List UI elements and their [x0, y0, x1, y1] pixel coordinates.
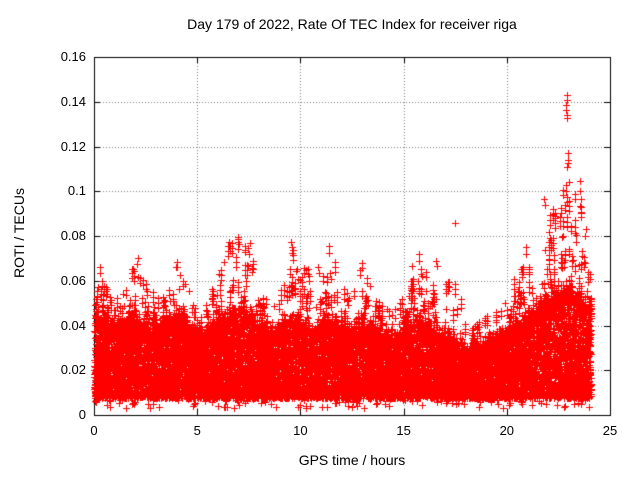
y-tick-label: 0.04	[60, 317, 86, 333]
x-tick-label: 5	[193, 423, 201, 438]
y-tick-label: 0.02	[60, 362, 86, 378]
x-tick-label: 25	[602, 423, 618, 438]
y-tick-label: 0.12	[60, 138, 86, 154]
y-tick-label: 0.08	[60, 228, 86, 243]
y-tick-label: 0.14	[60, 93, 86, 109]
y-tick-label: 0.06	[60, 272, 86, 288]
chart-title: Day 179 of 2022, Rate Of TEC Index for r…	[187, 16, 517, 32]
x-tick-label: 0	[90, 423, 98, 438]
x-tick-label: 10	[293, 423, 308, 438]
y-tick-label: 0	[78, 407, 86, 422]
y-tick-label: 0.1	[67, 183, 86, 199]
y-axis-label: ROTI / TECUs	[11, 188, 27, 278]
y-tick-label: 0.16	[60, 49, 86, 64]
x-axis-label: GPS time / hours	[298, 452, 406, 468]
x-tick-label: 20	[499, 423, 515, 438]
x-tick-label: 15	[396, 423, 411, 438]
